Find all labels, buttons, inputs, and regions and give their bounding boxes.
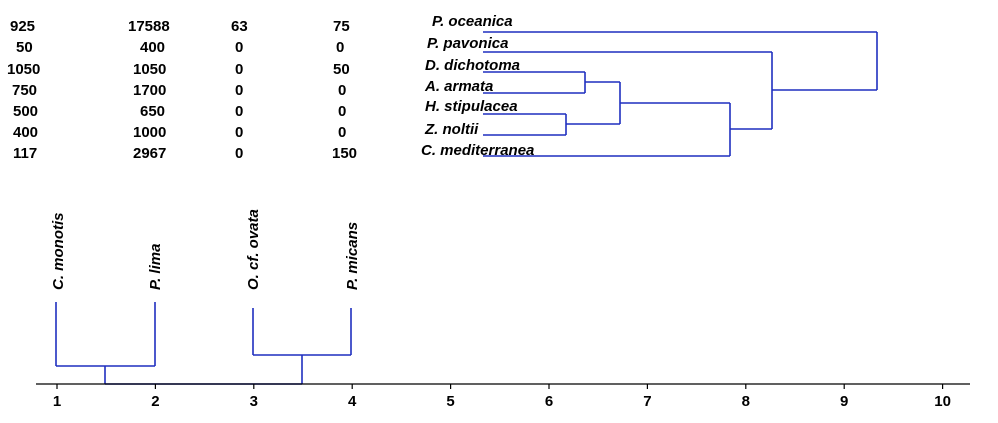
species-label: C. mediterranea <box>421 142 534 159</box>
column-species-labels: C. monotis P. lima O. cf. ovata P. mican… <box>50 209 361 290</box>
axis-tick-label: 2 <box>151 393 159 410</box>
table-cell: 2967 <box>133 145 166 162</box>
axis-tick-label: 3 <box>250 393 258 410</box>
table-cell: 1050 <box>133 61 166 78</box>
table-cell: 0 <box>235 82 243 99</box>
species-label: D. dichotoma <box>425 57 520 74</box>
table-cell: 0 <box>235 39 243 56</box>
distance-axis: 1 2 3 4 5 6 7 8 9 10 <box>36 383 970 410</box>
table-cell: 1050 <box>7 61 40 78</box>
table-cell: 400 <box>140 39 165 56</box>
species-label: P. micans <box>344 222 361 290</box>
species-label: H. stipulacea <box>425 98 518 115</box>
table-cell: 750 <box>12 82 37 99</box>
species-label: P. oceanica <box>432 13 513 30</box>
species-label: C. monotis <box>50 213 67 291</box>
table-cell: 0 <box>336 39 344 56</box>
row-dendrogram <box>483 31 878 157</box>
axis-tick-label: 10 <box>934 393 951 410</box>
table-cell: 0 <box>235 103 243 120</box>
table-cell: 75 <box>333 18 350 35</box>
table-cell: 400 <box>13 124 38 141</box>
species-label: Z. noltii <box>424 121 479 138</box>
table-cell: 117 <box>13 145 37 162</box>
axis-tick-label: 9 <box>840 393 848 410</box>
axis-tick-label: 6 <box>545 393 553 410</box>
axis-tick-label: 5 <box>446 393 454 410</box>
table-cell: 0 <box>338 124 346 141</box>
table-cell: 0 <box>235 145 243 162</box>
table-cell: 1000 <box>133 124 166 141</box>
table-cell: 0 <box>338 103 346 120</box>
table-cell: 650 <box>140 103 165 120</box>
axis-tick-label: 7 <box>643 393 651 410</box>
column-dendrogram <box>55 302 352 385</box>
table-cell: 150 <box>332 145 357 162</box>
table-cell: 0 <box>235 124 243 141</box>
species-label: A. armata <box>424 78 493 95</box>
table-cell: 50 <box>333 61 350 78</box>
axis-tick-label: 8 <box>742 393 750 410</box>
table-cell: 50 <box>16 39 33 56</box>
axis-tick-label: 4 <box>348 393 357 410</box>
table-cell: 925 <box>10 18 35 35</box>
species-label: P. lima <box>147 244 164 290</box>
table-cell: 0 <box>235 61 243 78</box>
abundance-table: 925 17588 63 75 50 400 0 0 1050 1050 0 5… <box>7 18 357 162</box>
table-cell: 500 <box>13 103 38 120</box>
table-cell: 0 <box>338 82 346 99</box>
species-label: O. cf. ovata <box>245 209 262 290</box>
table-cell: 17588 <box>128 18 170 35</box>
axis-tick-label: 1 <box>53 393 61 410</box>
table-cell: 63 <box>231 18 248 35</box>
species-label: P. pavonica <box>427 35 508 52</box>
row-species-labels: P. oceanica P. pavonica D. dichotoma A. … <box>421 13 534 159</box>
table-cell: 1700 <box>133 82 166 99</box>
